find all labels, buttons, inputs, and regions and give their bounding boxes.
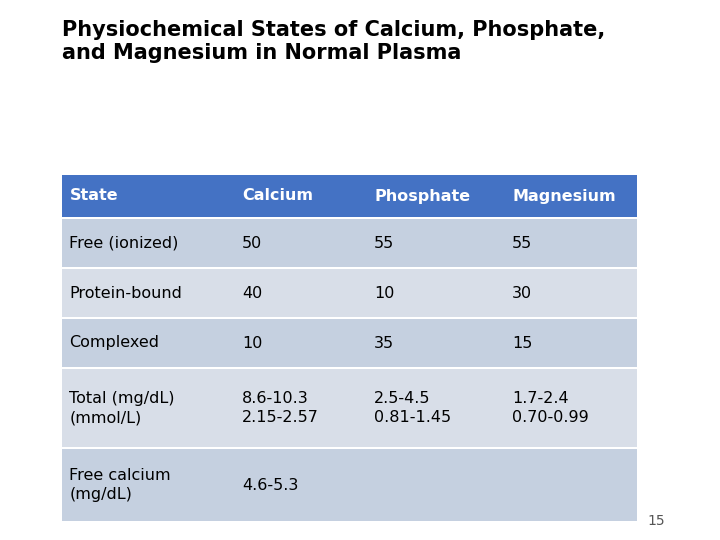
Text: 50: 50 <box>242 235 262 251</box>
Bar <box>62 449 234 521</box>
Text: 30: 30 <box>512 286 532 300</box>
Bar <box>234 175 366 217</box>
Bar <box>234 219 366 267</box>
Text: and Magnesium in Normal Plasma: and Magnesium in Normal Plasma <box>62 43 461 63</box>
Bar <box>366 175 505 217</box>
Text: Protein-bound: Protein-bound <box>69 286 182 300</box>
Bar <box>62 175 234 217</box>
Text: 1.7-2.4
0.70-0.99: 1.7-2.4 0.70-0.99 <box>512 391 589 425</box>
Bar <box>505 449 637 521</box>
Text: 15: 15 <box>512 335 533 350</box>
Text: 40: 40 <box>242 286 262 300</box>
Bar <box>62 269 234 317</box>
Bar <box>505 219 637 267</box>
Text: 10: 10 <box>374 286 395 300</box>
Text: Physiochemical States of Calcium, Phosphate,: Physiochemical States of Calcium, Phosph… <box>62 20 605 40</box>
Bar <box>366 319 505 367</box>
Bar <box>366 219 505 267</box>
Text: Magnesium: Magnesium <box>512 188 616 204</box>
Text: 2.5-4.5
0.81-1.45: 2.5-4.5 0.81-1.45 <box>374 391 451 425</box>
Bar <box>234 369 366 447</box>
Bar <box>234 449 366 521</box>
Text: Free (ionized): Free (ionized) <box>69 235 179 251</box>
Text: 55: 55 <box>512 235 532 251</box>
Text: 15: 15 <box>648 514 665 528</box>
Bar <box>62 317 637 319</box>
Text: 35: 35 <box>374 335 395 350</box>
Bar <box>366 269 505 317</box>
Text: 4.6-5.3: 4.6-5.3 <box>242 477 298 492</box>
Bar <box>62 369 234 447</box>
Bar <box>505 319 637 367</box>
Bar <box>505 175 637 217</box>
Bar <box>234 319 366 367</box>
Bar <box>366 369 505 447</box>
Text: 8.6-10.3
2.15-2.57: 8.6-10.3 2.15-2.57 <box>242 391 319 425</box>
Text: 10: 10 <box>242 335 262 350</box>
Bar <box>366 449 505 521</box>
Bar <box>505 269 637 317</box>
Text: Complexed: Complexed <box>69 335 159 350</box>
Bar <box>62 267 637 269</box>
Bar <box>62 367 637 369</box>
Bar <box>505 369 637 447</box>
Text: Calcium: Calcium <box>242 188 313 204</box>
Text: 55: 55 <box>374 235 395 251</box>
Bar <box>62 219 234 267</box>
Text: Total (mg/dL)
(mmol/L): Total (mg/dL) (mmol/L) <box>69 391 175 425</box>
Text: Free calcium
(mg/dL): Free calcium (mg/dL) <box>69 468 171 502</box>
Bar <box>62 447 637 449</box>
Bar <box>234 269 366 317</box>
Text: State: State <box>69 188 118 204</box>
Text: Phosphate: Phosphate <box>374 188 470 204</box>
Bar <box>62 319 234 367</box>
